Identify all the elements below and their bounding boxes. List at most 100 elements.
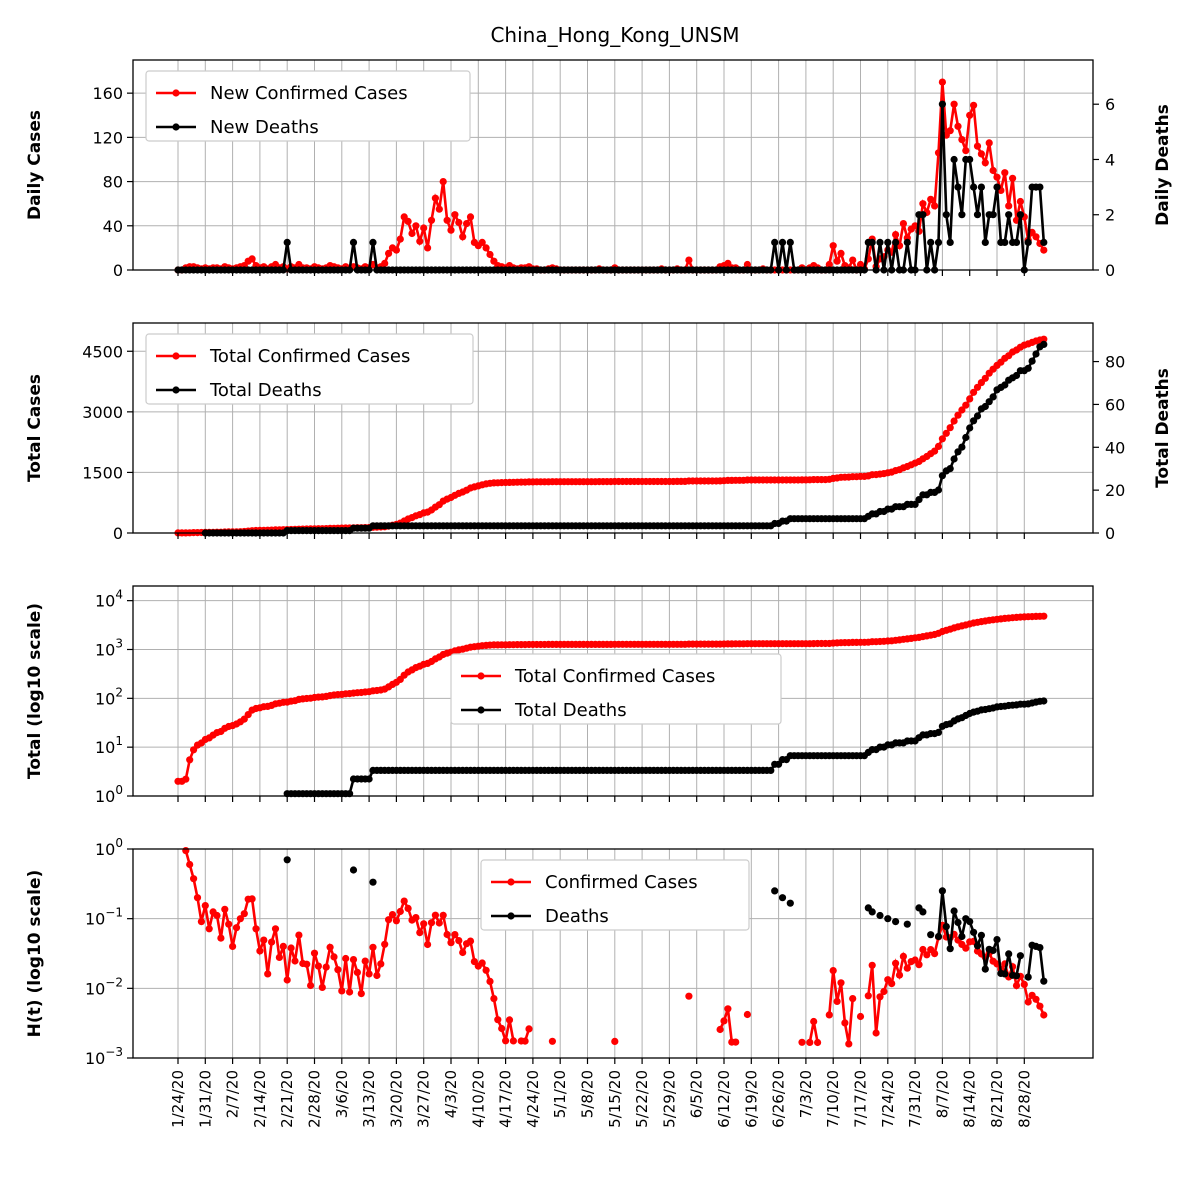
daily-deaths-point	[771, 238, 779, 246]
daily-deaths-point	[903, 238, 911, 246]
total-deaths-point	[1040, 340, 1048, 348]
xtick-date-label: 6/19/20	[742, 1070, 760, 1128]
ht-deaths-point	[919, 908, 927, 916]
daily-confirmed-point	[420, 224, 428, 232]
ht-confirmed-point	[318, 983, 326, 992]
ht-confirmed-point	[482, 966, 490, 974]
daily-confirmed-point	[989, 166, 997, 175]
ht-confirmed-point	[190, 875, 198, 883]
total-deaths-point	[1032, 350, 1040, 358]
ht-confirmed-point	[213, 911, 221, 920]
daily-deaths-point	[778, 238, 787, 246]
daily-deaths-point	[1024, 238, 1032, 246]
total-confirmed-point	[938, 435, 947, 443]
daily-confirmed-point	[962, 147, 970, 155]
ht-deaths-point	[954, 918, 962, 927]
ht-deaths-point	[981, 965, 989, 973]
total-deaths-point	[1012, 371, 1021, 380]
daily-confirmed-point	[966, 111, 974, 119]
daily-confirmed-point	[977, 150, 986, 158]
daily-deaths-point	[1001, 238, 1009, 246]
legend-swatch-point	[477, 706, 485, 714]
ht-confirmed-point	[256, 947, 264, 955]
ytick-label: 100	[95, 783, 123, 806]
ht-deaths-point	[950, 907, 958, 915]
daily-deaths-point	[884, 238, 892, 246]
total-log-deaths-point	[934, 728, 943, 737]
daily-deaths-point	[283, 238, 291, 246]
ht-confirmed-point	[427, 919, 436, 927]
xtick-date-label: 1/24/20	[169, 1070, 187, 1128]
ht-deaths-point	[942, 923, 950, 931]
ht-confirmed-point	[396, 907, 404, 916]
ht-deaths-point	[958, 932, 966, 941]
ht-confirmed-point	[392, 917, 400, 925]
ht-confirmed-point	[338, 987, 346, 995]
ht-confirmed-point	[400, 897, 408, 905]
legend-label: Deaths	[545, 906, 609, 927]
ht-confirmed-point	[381, 940, 389, 948]
legend-swatch-point	[172, 386, 180, 394]
total-deaths-point	[962, 433, 970, 442]
y2tick-label: 80	[1105, 353, 1125, 372]
ht-deaths-point	[369, 878, 377, 886]
ytick-label: 10−1	[85, 906, 123, 929]
ht-confirmed-point	[743, 1010, 752, 1019]
daily-deaths-point	[868, 238, 876, 246]
ht-confirmed-point	[186, 860, 194, 869]
xtick-date-label: 3/13/20	[360, 1070, 378, 1128]
daily-deaths-point	[938, 100, 947, 108]
ht-confirmed-point	[868, 961, 876, 969]
daily-confirmed-point	[1005, 202, 1013, 210]
chart-title: China_Hong_Kong_UNSM	[490, 23, 739, 47]
ht-confirmed-point	[365, 970, 373, 978]
daily-confirmed-point	[404, 217, 412, 225]
ht-confirmed-point	[431, 911, 439, 919]
ht-confirmed-point	[330, 953, 338, 961]
ytick-label: 0	[113, 524, 123, 543]
ht-confirmed-point	[459, 948, 467, 957]
legend-swatch-point	[172, 89, 180, 97]
total-log-confirmed-point	[1040, 612, 1048, 620]
daily-confirmed-point	[1001, 169, 1009, 177]
ht-confirmed-point	[346, 988, 354, 996]
ht-confirmed-point	[217, 934, 225, 942]
ht-confirmed-point	[837, 979, 845, 987]
y-axis-label: Total Cases	[25, 374, 45, 482]
panel-ht: 10−3 10−2 10−1 100 H(t) (log10 scale) Confirm…	[25, 836, 1094, 1128]
ht-confirmed-point	[314, 962, 322, 970]
total-confirmed-point	[970, 388, 978, 396]
xtick-date-label: 2/7/20	[224, 1070, 242, 1118]
ht-confirmed-point	[864, 992, 872, 1000]
ht-confirmed-point	[923, 951, 931, 959]
ht-deaths-point	[884, 915, 892, 923]
xtick-date-label: 4/3/20	[442, 1070, 460, 1118]
total-confirmed-point	[981, 374, 989, 382]
daily-deaths-point	[981, 238, 989, 246]
panel-daily: 0 40 80 120 160 0 2 4 6 Daily Cases Daily Deaths Ne…	[25, 59, 1173, 280]
ht-deaths-point	[1040, 977, 1048, 985]
ht-confirmed-point	[829, 967, 837, 975]
daily-deaths-point	[1040, 238, 1048, 246]
ytick-label: 1500	[82, 463, 123, 482]
ht-confirmed-point	[548, 1037, 557, 1045]
y2-axis-label: Total Deaths	[1153, 368, 1173, 488]
daily-deaths-point	[946, 238, 954, 246]
ht-deaths-point	[876, 911, 884, 920]
legend-label: Confirmed Cases	[545, 872, 698, 893]
ht-confirmed-point	[1012, 982, 1021, 990]
xtick-date-label: 2/14/20	[251, 1070, 269, 1128]
ytick-label: 10−3	[85, 1045, 123, 1068]
y2-axis-label: Daily Deaths	[1153, 104, 1173, 226]
ht-confirmed-point	[849, 995, 857, 1003]
ht-confirmed-point	[357, 990, 365, 998]
legend-label: Total Confirmed Cases	[514, 666, 715, 687]
daily-deaths-point	[1016, 211, 1024, 219]
ht-confirmed-point	[716, 1025, 724, 1034]
xtick-date-label: 4/17/20	[497, 1070, 515, 1128]
ht-confirmed-point	[236, 915, 244, 923]
ytick-label: 100	[95, 836, 123, 859]
daily-confirmed-point	[892, 231, 900, 239]
ht-confirmed-point	[287, 944, 295, 952]
ht-confirmed-point	[903, 964, 911, 972]
